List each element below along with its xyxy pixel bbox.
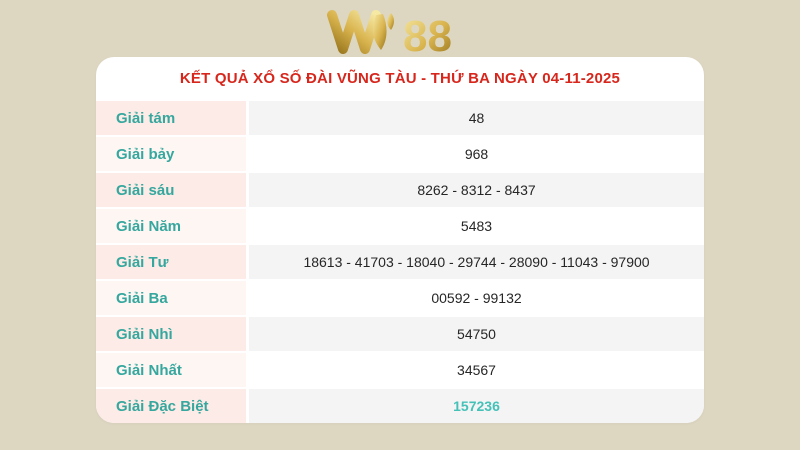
- prize-value: 968: [246, 137, 704, 171]
- results-title: KẾT QUẢ XỔ SỐ ĐÀI VŨNG TÀU - THỨ BA NGÀY…: [179, 69, 621, 87]
- prize-label: Giải Đặc Biệt: [96, 389, 246, 423]
- table-row: Giải sáu 8262 - 8312 - 8437: [96, 171, 704, 207]
- prize-value: 5483: [246, 209, 704, 243]
- results-card: KẾT QUẢ XỔ SỐ ĐÀI VŨNG TÀU - THỨ BA NGÀY…: [96, 57, 704, 423]
- prize-label: Giải Năm: [96, 209, 246, 243]
- prize-value: 34567: [246, 353, 704, 387]
- prize-label: Giải tám: [96, 101, 246, 135]
- prize-label: Giải Tư: [96, 245, 246, 279]
- prize-label: Giải Nhất: [96, 353, 246, 387]
- table-row: Giải tám 48: [96, 99, 704, 135]
- table-row: Giải Nhất 34567: [96, 351, 704, 387]
- prize-value: 00592 - 99132: [246, 281, 704, 315]
- prize-label: Giải sáu: [96, 173, 246, 207]
- prize-value: 54750: [246, 317, 704, 351]
- table-row: Giải Đặc Biệt 157236: [96, 387, 704, 423]
- prize-value: 18613 - 41703 - 18040 - 29744 - 28090 - …: [246, 245, 704, 279]
- table-row: Giải Tư 18613 - 41703 - 18040 - 29744 - …: [96, 243, 704, 279]
- table-row: Giải Nhì 54750: [96, 315, 704, 351]
- prize-label: Giải Ba: [96, 281, 246, 315]
- prize-label: Giải Nhì: [96, 317, 246, 351]
- table-row: Giải Ba 00592 - 99132: [96, 279, 704, 315]
- prize-label: Giải bảy: [96, 137, 246, 171]
- logo-88-text: 88: [403, 12, 452, 57]
- results-table: Giải tám 48 Giải bảy 968 Giải sáu 8262 -…: [96, 99, 704, 423]
- prize-value: 8262 - 8312 - 8437: [246, 173, 704, 207]
- table-row: Giải bảy 968: [96, 135, 704, 171]
- header-logo-area: 88: [0, 0, 800, 57]
- prize-value: 48: [246, 101, 704, 135]
- w88-logo: 88: [327, 10, 452, 57]
- logo-w-mark: [327, 10, 394, 54]
- table-row: Giải Năm 5483: [96, 207, 704, 243]
- prize-value: 157236: [246, 389, 704, 423]
